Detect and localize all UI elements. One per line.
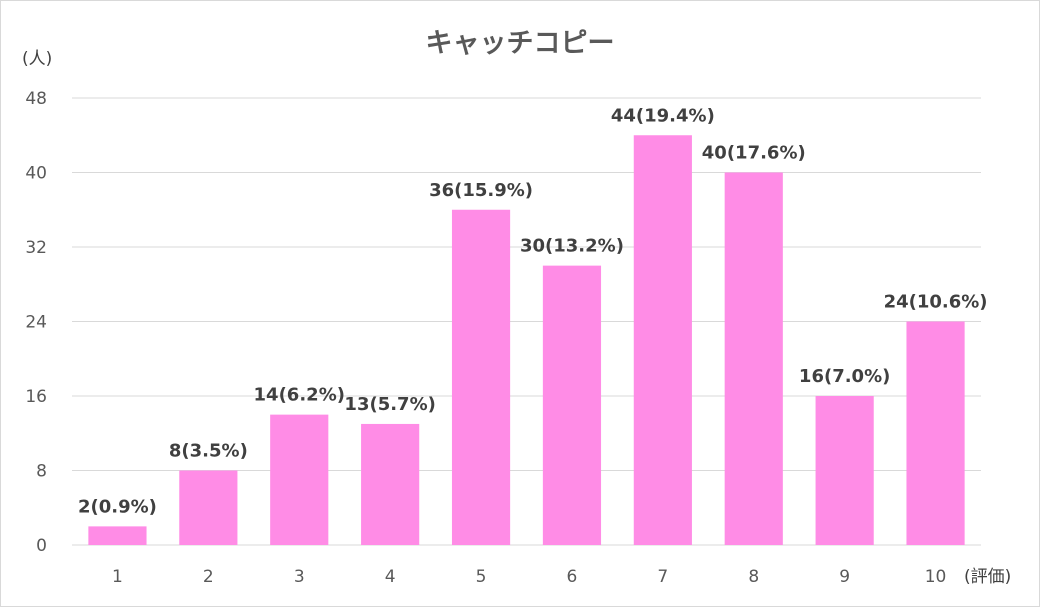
x-axis-ticks: 1 2 3 4 5 6 7 8 9 10 (112, 567, 946, 587)
data-labels: 2(0.9%) 8(3.5%) 14(6.2%) 13(5.7%) 36(15.9%) 3… (78, 105, 988, 517)
data-label: 40(17.6%) (702, 143, 806, 164)
y-tick-label: 16 (25, 387, 47, 407)
x-tick-label: 5 (476, 567, 487, 587)
x-axis-unit: (評価) (964, 567, 1011, 587)
x-tick-label: 1 (112, 567, 123, 587)
chart-title: キャッチコピー (426, 28, 615, 59)
bar (815, 396, 874, 545)
y-axis-unit: (人) (22, 49, 52, 69)
data-label: 14(6.2%) (254, 385, 345, 406)
y-tick-label: 0 (36, 536, 47, 556)
x-tick-label: 9 (839, 567, 850, 587)
y-tick-label: 48 (25, 89, 47, 109)
bars (88, 135, 965, 545)
data-label: 2(0.9%) (78, 496, 157, 517)
bar (451, 209, 511, 545)
data-label: 30(13.2%) (520, 236, 624, 257)
y-tick-label: 24 (25, 313, 47, 333)
x-tick-label: 10 (925, 567, 947, 587)
y-tick-label: 32 (25, 238, 47, 258)
x-tick-label: 2 (203, 567, 214, 587)
bar (361, 423, 420, 545)
bar (88, 526, 147, 545)
y-axis-ticks: 0 8 16 24 32 40 48 (25, 89, 47, 556)
x-tick-label: 8 (748, 567, 759, 587)
y-tick-label: 40 (25, 164, 47, 184)
data-label: 16(7.0%) (799, 366, 890, 387)
x-tick-label: 3 (294, 567, 305, 587)
bar (270, 414, 329, 545)
data-label: 8(3.5%) (169, 441, 248, 462)
data-label: 44(19.4%) (611, 105, 715, 126)
bar (542, 265, 602, 545)
data-label: 24(10.6%) (884, 292, 988, 313)
y-tick-label: 8 (36, 462, 47, 482)
bar (906, 321, 965, 545)
bar (633, 135, 692, 545)
x-tick-label: 4 (385, 567, 396, 587)
x-tick-label: 6 (567, 567, 578, 587)
bar (724, 172, 783, 545)
data-label: 36(15.9%) (429, 180, 533, 201)
bar (179, 470, 238, 545)
data-label: 13(5.7%) (344, 394, 435, 415)
x-tick-label: 7 (657, 567, 668, 587)
